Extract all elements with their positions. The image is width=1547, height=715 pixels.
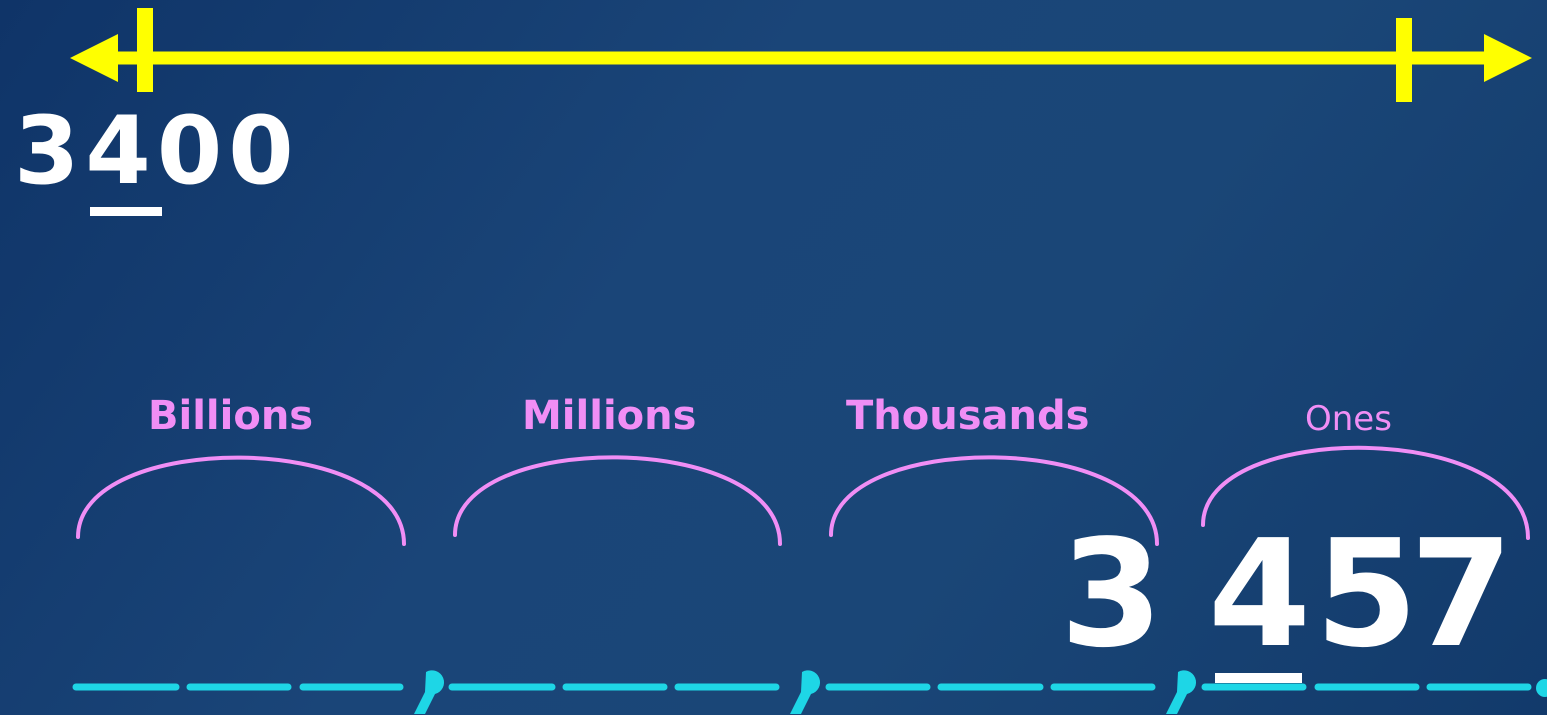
number-line-left-arrowhead <box>70 34 118 82</box>
bottom-digit-underline <box>1215 673 1302 683</box>
bottom-digit-ones: 7 <box>1410 508 1513 680</box>
period-label-thousands: Thousands <box>846 393 1090 439</box>
bracket-ones <box>1201 445 1530 540</box>
decimal-point <box>1536 679 1547 697</box>
bottom-digit-hundreds: 4 <box>1208 508 1311 680</box>
number-line-tick-right <box>1396 18 1412 102</box>
top-digit-underline <box>90 207 162 216</box>
period-label-ones: Ones <box>1305 399 1392 439</box>
top-digit-hundreds: 4 <box>85 97 157 206</box>
comma-millions <box>790 670 821 714</box>
top-number: 3400 <box>14 105 300 199</box>
number-line-right-arrowhead <box>1484 34 1532 82</box>
comma-thousands <box>1166 670 1197 714</box>
top-digit-tens: 0 <box>156 97 229 206</box>
period-label-billions: Billions <box>148 393 314 439</box>
bracket-millions <box>453 455 782 546</box>
top-digit-ones: 0 <box>228 97 300 206</box>
bracket-thousands <box>829 455 1159 546</box>
period-label-millions: Millions <box>522 393 697 439</box>
bottom-digit-tens: 5 <box>1315 508 1418 680</box>
number-line-tick-left <box>137 8 153 92</box>
bracket-billions <box>76 455 406 546</box>
comma-billions <box>414 670 445 714</box>
top-digit-thousands: 3 <box>14 97 86 206</box>
bottom-digit-thousands: 3 <box>1060 508 1163 680</box>
